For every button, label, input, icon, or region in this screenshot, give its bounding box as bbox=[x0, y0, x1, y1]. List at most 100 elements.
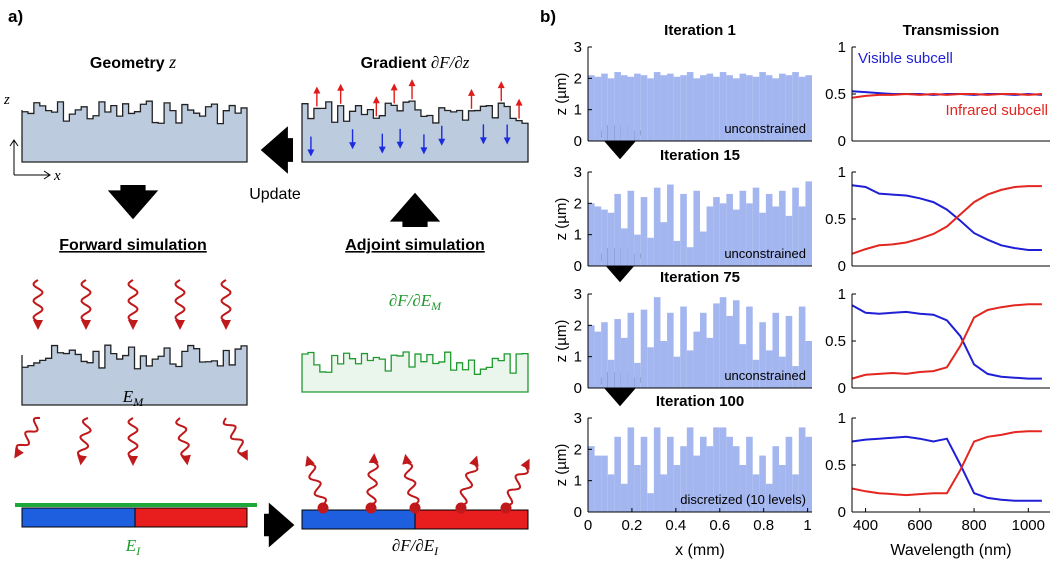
wave-arrow bbox=[403, 461, 420, 506]
wave-arrow bbox=[308, 462, 328, 506]
wave-arrow bbox=[127, 417, 139, 458]
x-tick-label: 400 bbox=[853, 517, 878, 534]
y-tick-label: 1 bbox=[838, 286, 846, 303]
y-tick-label: 2 bbox=[574, 317, 582, 334]
bar bbox=[719, 203, 727, 266]
bar bbox=[785, 215, 793, 266]
flow-arrow bbox=[107, 185, 159, 220]
y-tick-label: 1 bbox=[838, 39, 846, 56]
bar bbox=[653, 297, 661, 388]
y-axis-label: z (µm) bbox=[553, 320, 570, 363]
x-tick-label: 1000 bbox=[1012, 517, 1045, 534]
bar bbox=[627, 427, 635, 512]
x-tick-label: 0.6 bbox=[709, 517, 730, 534]
bar bbox=[700, 75, 707, 141]
gradient-arrow-head bbox=[372, 96, 380, 104]
bar bbox=[634, 234, 641, 266]
bar bbox=[798, 206, 806, 266]
gradient-arrow-head bbox=[390, 83, 398, 91]
bar bbox=[607, 78, 615, 141]
bar bbox=[726, 436, 733, 512]
y-axis-label: z (µm) bbox=[553, 73, 570, 116]
dipole-source bbox=[365, 502, 377, 514]
series-line bbox=[851, 435, 1042, 502]
dipole-source bbox=[409, 502, 421, 514]
axis-x-label: x bbox=[53, 168, 61, 184]
chart-title: Iteration 75 bbox=[660, 269, 740, 286]
bar bbox=[792, 366, 799, 388]
wave-arrow bbox=[76, 417, 92, 458]
wave-arrow-head bbox=[402, 453, 413, 465]
bar bbox=[713, 427, 720, 512]
chart: 00.51 bbox=[825, 286, 1050, 397]
wave-arrow bbox=[32, 279, 44, 322]
wave-arrow bbox=[366, 461, 379, 506]
forward-title: Forward simulation bbox=[59, 237, 207, 254]
y-tick-label: 0 bbox=[838, 258, 846, 275]
gradient-arrow-head bbox=[479, 137, 487, 145]
bar bbox=[792, 72, 799, 141]
bar bbox=[798, 427, 806, 512]
bar bbox=[746, 436, 753, 512]
bar bbox=[680, 193, 687, 266]
y-tick-label: 2 bbox=[574, 441, 582, 458]
gradient-arrow-head bbox=[408, 79, 416, 87]
bar bbox=[620, 228, 628, 266]
wave-arrow-head bbox=[520, 458, 530, 470]
bar bbox=[759, 212, 766, 266]
y-tick-label: 0.5 bbox=[825, 457, 846, 474]
bar bbox=[746, 75, 753, 141]
label-main: ∂F/∂E bbox=[392, 536, 435, 555]
bar bbox=[640, 436, 648, 512]
wave-arrow-head bbox=[368, 453, 379, 464]
wave-arrow-head bbox=[238, 449, 248, 461]
bar bbox=[620, 483, 628, 512]
bar bbox=[779, 356, 786, 388]
bar bbox=[752, 474, 760, 512]
bar bbox=[673, 465, 681, 512]
bar bbox=[627, 312, 635, 388]
y-tick-label: 1 bbox=[574, 349, 582, 366]
y-tick-label: 1 bbox=[574, 473, 582, 490]
series-label: Infrared subcell bbox=[945, 102, 1048, 119]
axis-glyph bbox=[9, 139, 19, 147]
wave-arrow-head bbox=[33, 320, 43, 330]
bar bbox=[765, 75, 773, 141]
annotation: unconstrained bbox=[724, 368, 806, 383]
axis-z-label: z bbox=[3, 92, 10, 108]
bar bbox=[713, 197, 720, 266]
bar bbox=[607, 359, 615, 388]
bar bbox=[588, 446, 595, 512]
x-axis-label: Wavelength (nm) bbox=[890, 542, 1011, 559]
subcell bbox=[21, 507, 136, 528]
label-sub: M bbox=[430, 299, 442, 313]
bar bbox=[667, 73, 674, 141]
surface-profile bbox=[21, 100, 248, 163]
y-tick-label: 0.5 bbox=[825, 333, 846, 350]
bar bbox=[785, 315, 793, 388]
y-axis-label: z (µm) bbox=[553, 198, 570, 241]
x-tick-label: 0.2 bbox=[621, 517, 642, 534]
chart-title: Iteration 100 bbox=[656, 393, 744, 410]
label-sub: I bbox=[135, 544, 141, 558]
bar bbox=[640, 197, 648, 266]
bar bbox=[627, 190, 635, 266]
gradient-arrow-head bbox=[396, 141, 404, 149]
bar bbox=[660, 341, 668, 388]
gradient-arrow-head bbox=[497, 81, 505, 89]
bar bbox=[601, 209, 608, 266]
annotation: unconstrained bbox=[724, 121, 806, 136]
geometry-text: Geometry bbox=[90, 55, 165, 72]
bar bbox=[765, 350, 773, 388]
bar bbox=[693, 455, 700, 512]
bar bbox=[792, 187, 799, 266]
wave-arrow-head bbox=[469, 455, 479, 467]
bar bbox=[594, 206, 602, 266]
series-line bbox=[851, 92, 1042, 99]
annotation: discretized (10 levels) bbox=[680, 492, 806, 507]
wave-arrow-head bbox=[221, 320, 231, 330]
wave-arrow-head bbox=[81, 320, 91, 330]
y-axis-label: z (µm) bbox=[553, 444, 570, 487]
bar bbox=[647, 347, 654, 388]
subcell bbox=[414, 509, 529, 530]
